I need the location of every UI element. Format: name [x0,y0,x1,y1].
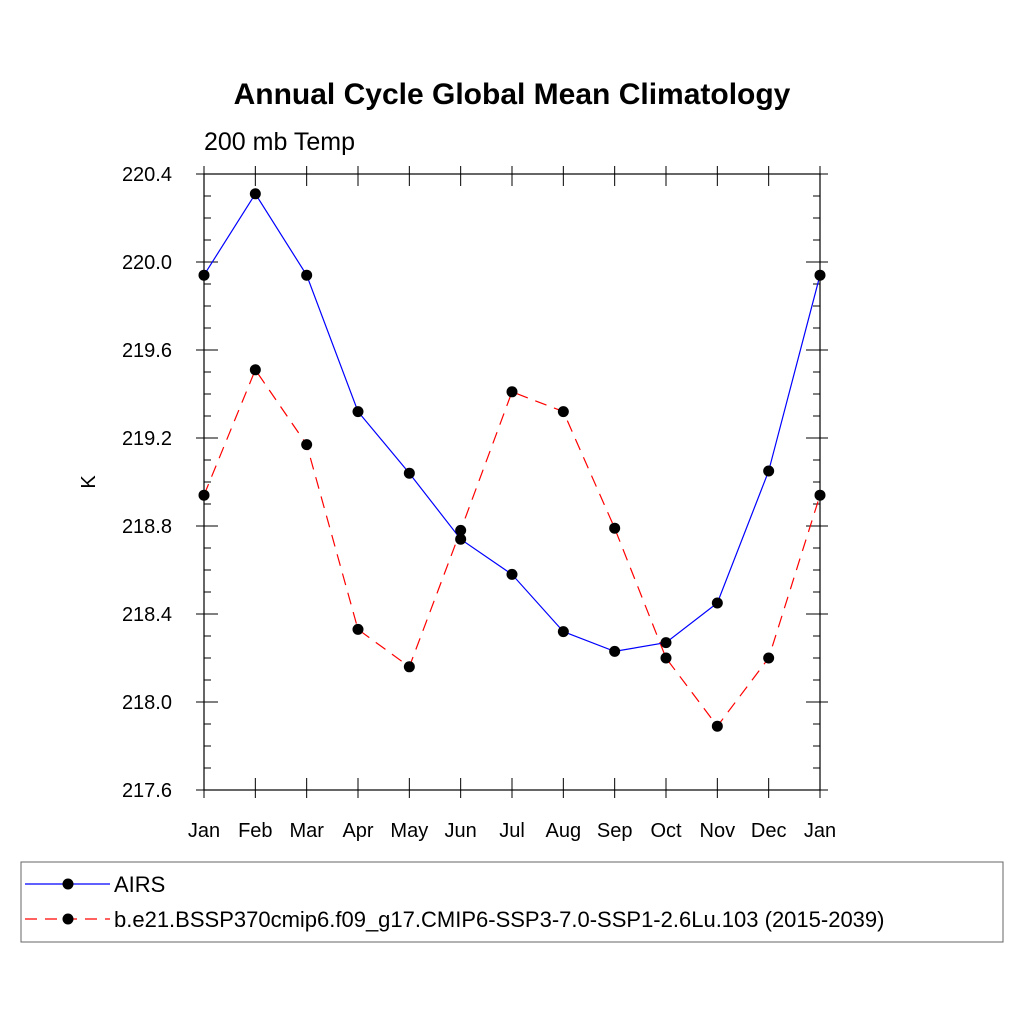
data-point-series-0 [660,637,672,649]
x-tick-label: Oct [650,820,682,842]
data-point-series-0 [301,269,313,281]
data-point-series-1 [609,522,621,534]
x-tick-label: Nov [700,820,736,842]
legend-marker-model [62,913,74,925]
plot-frame [203,173,821,791]
chart-title: Annual Cycle Global Mean Climatology [234,78,791,111]
x-tick-label: Mar [289,820,324,842]
series-line-1 [203,368,821,728]
data-point-series-0 [352,406,364,418]
y-tick-label: 219.6 [122,340,172,362]
data-point-series-0 [763,465,775,477]
y-tick-labels: 217.6 218.0 218.4 218.8 219.2 219.6 220.0 220.4 [122,164,172,802]
data-point-series-0 [557,626,569,638]
data-point-series-1 [557,406,569,418]
legend-label-airs: AIRS [114,872,165,897]
legend-box [20,861,1004,943]
x-tick-label: Jan [188,820,220,842]
y-tick-label: 219.2 [122,428,172,450]
plot-series [198,188,826,732]
x-tick-label: Apr [342,820,373,842]
legend-marker-airs [62,878,74,890]
data-point-series-0 [403,467,415,479]
data-point-series-1 [403,661,415,673]
data-point-series-1 [711,720,723,732]
legend: AIRS b.e21.BSSP370cmip6.f09_g17.CMIP6-SS… [20,861,1004,943]
series-1 [203,368,821,728]
x-tick-label: Aug [546,820,582,842]
legend-item-airs: AIRS [25,872,165,897]
data-point-series-0 [609,645,621,657]
y-axis-label: K [78,475,100,489]
data-point-series-1 [249,364,261,376]
series-0 [203,192,821,653]
x-tick-label: Sep [597,820,633,842]
chart-subtitle: 200 mb Temp [204,128,355,156]
data-point-series-1 [301,439,313,451]
x-tick-label: Jan [804,820,836,842]
y-tick-label: 220.0 [122,252,172,274]
y-tick-label: 220.4 [122,164,172,186]
x-tick-label: Jul [499,820,525,842]
x-tick-label: Dec [751,820,787,842]
data-point-series-1 [455,524,467,536]
x-tick-label: Jun [445,820,477,842]
data-point-series-0 [711,597,723,609]
x-tick-label: May [390,820,428,842]
y-tick-label: 218.0 [122,692,172,714]
data-point-series-0 [455,533,467,545]
data-point-series-0 [249,188,261,200]
legend-item-model: b.e21.BSSP370cmip6.f09_g17.CMIP6-SSP3-7.… [25,907,884,932]
axis-ticks [196,166,828,798]
y-tick-label: 218.4 [122,604,172,626]
x-tick-label: Feb [238,820,272,842]
legend-label-model: b.e21.BSSP370cmip6.f09_g17.CMIP6-SSP3-7.… [114,907,884,932]
y-tick-label: 217.6 [122,780,172,802]
data-point-series-0 [506,568,518,580]
data-point-series-1 [763,652,775,664]
data-point-series-1 [506,386,518,398]
data-point-series-1 [660,652,672,664]
y-tick-label: 218.8 [122,516,172,538]
data-point-series-1 [352,623,364,635]
series-line-0 [203,192,821,653]
x-tick-labels: Jan Feb Mar Apr May Jun Jul Aug Sep Oct Nov Dec Jan [188,820,836,842]
